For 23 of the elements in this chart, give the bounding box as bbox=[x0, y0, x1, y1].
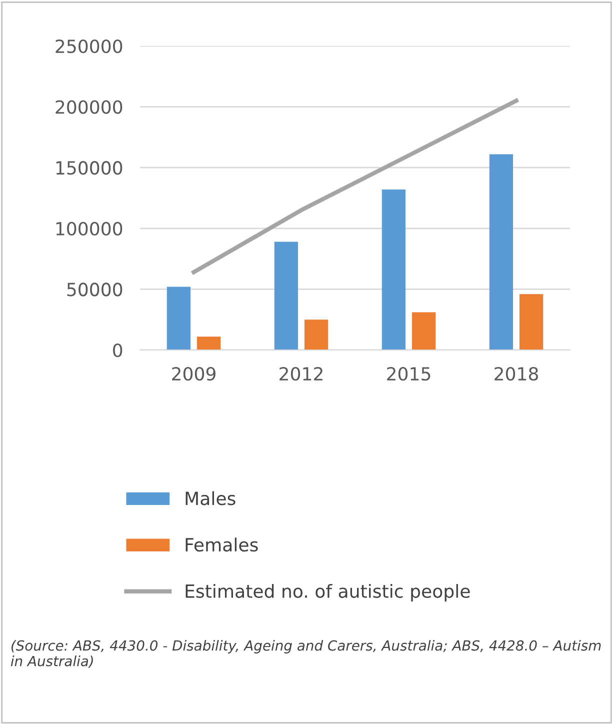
x-tick-label: 2018 bbox=[494, 366, 538, 381]
bar bbox=[304, 320, 328, 350]
y-tick-label: 100000 bbox=[56, 222, 122, 236]
bar bbox=[196, 336, 221, 350]
bar bbox=[382, 189, 406, 350]
bar bbox=[274, 242, 298, 350]
bar bbox=[519, 294, 544, 350]
bar bbox=[166, 286, 191, 350]
y-tick-label: 150000 bbox=[56, 161, 122, 175]
x-tick-label: 2009 bbox=[172, 366, 216, 381]
x-tick-label: 2012 bbox=[280, 366, 322, 381]
y-tick-label: 50000 bbox=[67, 282, 122, 296]
line-series bbox=[192, 98, 518, 274]
legend-label: Estimated no. of autistic people bbox=[186, 584, 470, 602]
y-tick-label: 200000 bbox=[56, 100, 122, 114]
bar bbox=[412, 312, 436, 350]
legend-label: Females bbox=[186, 538, 258, 552]
bar bbox=[489, 154, 514, 350]
text: (Source: ABS, 4430.0 - Disability, Ageing and Carers, Australia; ABS, 4428.0 – Autism in Australia) bbox=[10, 640, 601, 668]
y-tick-label: 250000 bbox=[56, 39, 122, 54]
y-tick-label: 0 bbox=[113, 343, 122, 358]
x-tick-label: 2015 bbox=[387, 366, 430, 381]
legend-label: Males bbox=[186, 491, 236, 506]
